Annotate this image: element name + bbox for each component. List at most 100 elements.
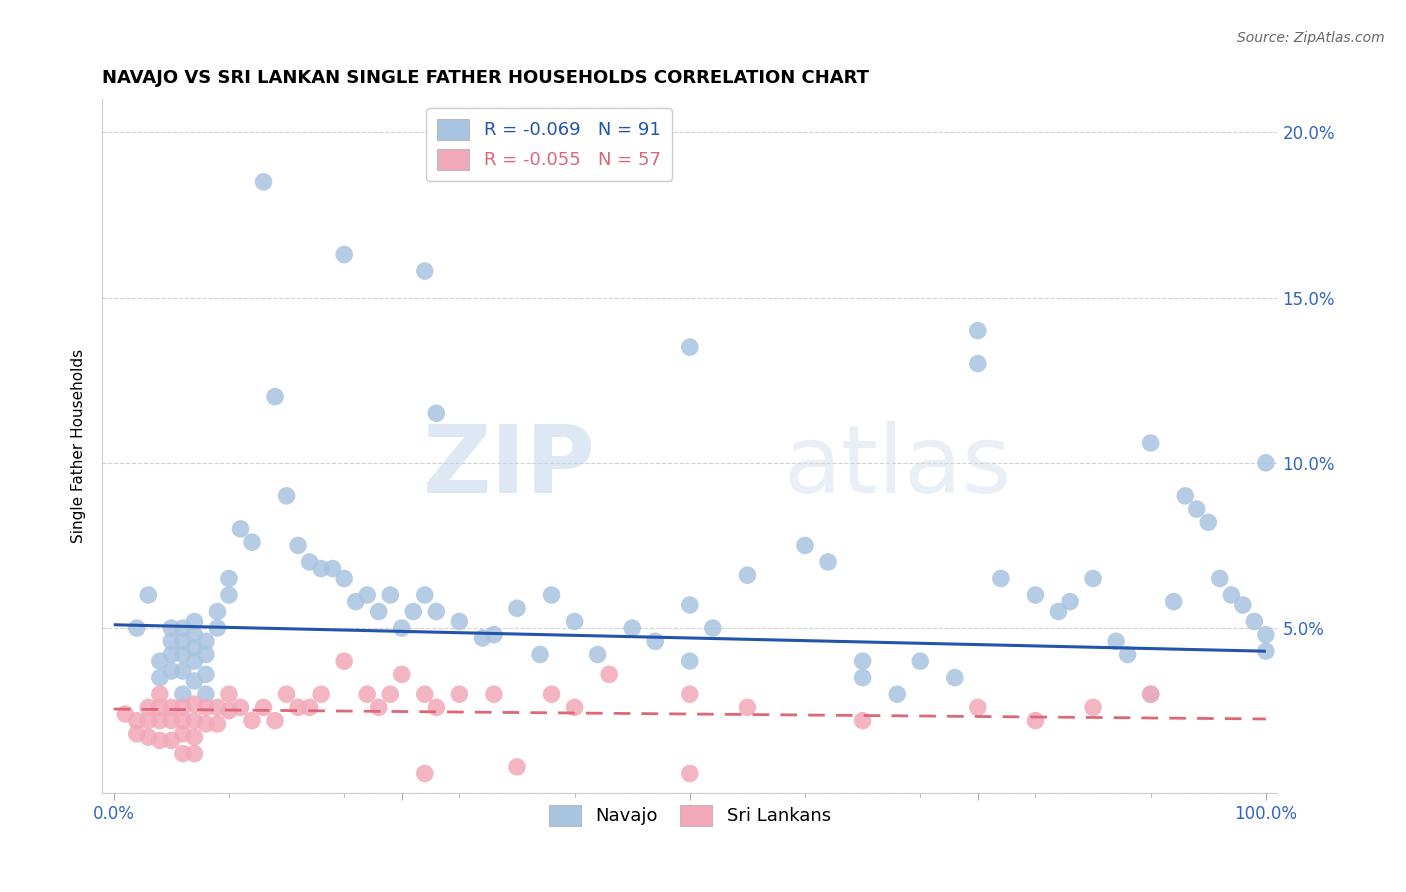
Point xyxy=(149,654,172,668)
Point xyxy=(425,605,447,619)
Point xyxy=(194,687,217,701)
Point xyxy=(1024,714,1046,728)
Point xyxy=(276,687,298,701)
Point xyxy=(287,700,309,714)
Point xyxy=(852,654,875,668)
Point xyxy=(207,717,229,731)
Point xyxy=(413,264,436,278)
Point xyxy=(598,667,620,681)
Point xyxy=(425,406,447,420)
Point xyxy=(218,704,240,718)
Point xyxy=(1059,594,1081,608)
Point xyxy=(1047,605,1070,619)
Point xyxy=(264,390,287,404)
Point xyxy=(1254,644,1277,658)
Point xyxy=(679,340,702,354)
Point xyxy=(367,605,389,619)
Point xyxy=(149,700,172,714)
Point xyxy=(183,628,205,642)
Point xyxy=(125,727,148,741)
Point xyxy=(194,717,217,731)
Point xyxy=(413,687,436,701)
Point xyxy=(240,714,263,728)
Point xyxy=(482,628,505,642)
Point xyxy=(367,700,389,714)
Point xyxy=(621,621,644,635)
Point xyxy=(356,687,378,701)
Point xyxy=(737,568,759,582)
Point xyxy=(817,555,839,569)
Point xyxy=(586,648,609,662)
Point xyxy=(218,572,240,586)
Point xyxy=(298,700,321,714)
Point xyxy=(1185,502,1208,516)
Point xyxy=(402,605,425,619)
Text: NAVAJO VS SRI LANKAN SINGLE FATHER HOUSEHOLDS CORRELATION CHART: NAVAJO VS SRI LANKAN SINGLE FATHER HOUSE… xyxy=(103,69,869,87)
Point xyxy=(380,687,402,701)
Point xyxy=(1243,615,1265,629)
Point xyxy=(1209,572,1232,586)
Point xyxy=(852,671,875,685)
Point xyxy=(333,572,356,586)
Point xyxy=(252,700,274,714)
Text: ZIP: ZIP xyxy=(423,421,596,513)
Point xyxy=(506,760,529,774)
Point xyxy=(125,714,148,728)
Point xyxy=(309,687,332,701)
Point xyxy=(207,605,229,619)
Point xyxy=(1174,489,1197,503)
Point xyxy=(114,706,136,721)
Point xyxy=(679,654,702,668)
Point xyxy=(136,714,159,728)
Point xyxy=(160,700,183,714)
Point xyxy=(194,700,217,714)
Point xyxy=(564,615,586,629)
Point xyxy=(194,667,217,681)
Point xyxy=(183,714,205,728)
Point xyxy=(183,673,205,688)
Point xyxy=(229,700,252,714)
Point xyxy=(183,654,205,668)
Point xyxy=(990,572,1012,586)
Point xyxy=(194,634,217,648)
Point xyxy=(172,664,194,678)
Point xyxy=(183,640,205,655)
Point xyxy=(149,671,172,685)
Point xyxy=(966,324,988,338)
Point xyxy=(943,671,966,685)
Point xyxy=(356,588,378,602)
Point xyxy=(333,247,356,261)
Point xyxy=(564,700,586,714)
Point xyxy=(160,621,183,635)
Point xyxy=(1081,700,1104,714)
Point xyxy=(1232,598,1254,612)
Point xyxy=(702,621,724,635)
Point xyxy=(1254,628,1277,642)
Point xyxy=(309,561,332,575)
Point xyxy=(1139,687,1161,701)
Point xyxy=(413,766,436,780)
Point xyxy=(240,535,263,549)
Point xyxy=(287,538,309,552)
Point xyxy=(1139,687,1161,701)
Point xyxy=(264,714,287,728)
Point xyxy=(298,555,321,569)
Point xyxy=(540,687,562,701)
Point xyxy=(794,538,817,552)
Point xyxy=(737,700,759,714)
Point xyxy=(644,634,666,648)
Point xyxy=(966,700,988,714)
Point xyxy=(1139,436,1161,450)
Point xyxy=(218,588,240,602)
Point xyxy=(207,621,229,635)
Point xyxy=(1105,634,1128,648)
Point xyxy=(425,700,447,714)
Point xyxy=(1024,588,1046,602)
Text: Source: ZipAtlas.com: Source: ZipAtlas.com xyxy=(1237,31,1385,45)
Point xyxy=(1116,648,1139,662)
Point xyxy=(136,588,159,602)
Point xyxy=(149,687,172,701)
Point xyxy=(183,747,205,761)
Point xyxy=(172,714,194,728)
Point xyxy=(172,621,194,635)
